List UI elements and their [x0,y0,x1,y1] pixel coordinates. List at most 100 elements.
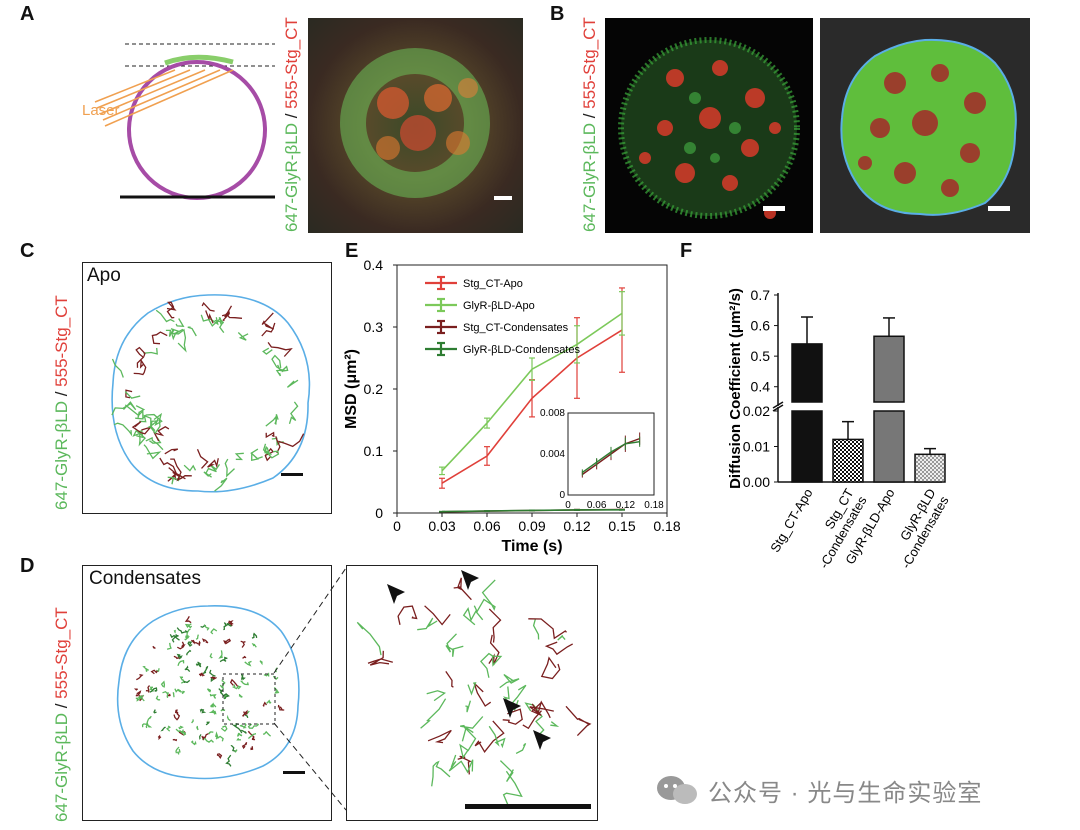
molecule-track [426,690,447,702]
x-axis-label: Time (s) [501,538,562,555]
y-tick-label: 0.00 [743,474,770,490]
molecule-track [173,655,180,660]
molecule-track [209,693,217,699]
molecule-track [473,579,496,613]
molecule-track [207,317,225,327]
watermark-icon [655,772,699,813]
panel-label-e: E [345,240,359,262]
molecule-track [174,688,183,693]
molecule-track [473,682,492,707]
molecule-track [236,732,243,737]
molecule-track [219,656,228,663]
panel-d-zoom [346,565,598,821]
y-axis-label: MSD (μm²) [343,349,360,429]
molecule-track [175,318,185,328]
molecule-track [191,719,194,724]
x-tick-label: 0.18 [653,518,680,534]
inset-y-tick-label: 0.008 [540,408,565,419]
inset-x-tick-label: 0.06 [587,500,607,511]
molecule-track [499,673,520,689]
molecule-track [457,755,472,775]
molecule-track [159,457,178,475]
molecule-track [247,730,256,741]
molecule-track [145,685,151,693]
molecule-track [124,404,144,420]
molecule-track [204,463,221,475]
molecule-track [149,686,155,692]
molecule-track [262,701,268,707]
molecule-track [160,680,166,688]
molecule-track [367,658,393,665]
molecule-track [177,659,185,667]
molecule-track [196,448,209,469]
molecule-track [424,605,451,626]
molecule-track [417,617,438,631]
molecule-track [176,627,188,634]
panel-c-frame: Apo [82,262,332,514]
molecule-track [427,729,452,744]
panel-d-tracks [116,605,305,780]
molecule-track [515,742,527,754]
molecule-track [271,354,282,368]
molecule-track [166,693,171,698]
panel-label-c: C [20,240,35,262]
x-tick-label: GlyR-βLD-Condensates [885,486,952,572]
molecule-track [187,326,197,337]
molecule-track [220,708,226,712]
molecule-track [145,722,153,729]
molecule-track [227,620,234,626]
molecule-track [247,733,257,739]
inset-y-tick-label: 0.004 [540,449,565,460]
molecule-track [201,733,209,741]
molecule-track [224,458,235,478]
inset-x-tick-label: 0.18 [644,500,664,511]
molecule-track [251,632,258,639]
molecule-track [288,401,299,424]
molecule-track [445,671,454,688]
x-tick-label: Stg_CT-Apo [767,486,815,555]
molecule-track [153,709,157,714]
axis-break-mark [772,401,784,409]
molecule-track [240,680,249,686]
molecule-track [459,725,477,759]
panel-d-zoom-tracks [356,570,592,809]
molecule-track [265,431,275,439]
molecule-track [544,641,574,656]
molecule-track [273,687,280,694]
molecule-track [190,740,197,746]
molecule-track [250,448,263,461]
molecule-track [166,725,171,732]
molecule-track [467,682,477,696]
molecule-track [135,690,142,697]
molecule-track [169,634,180,641]
molecule-track [266,699,272,704]
molecule-track [175,746,180,754]
arrowhead-icons [387,570,551,750]
axis-break-mark [772,404,784,412]
molecule-track [133,688,138,691]
molecule-track [222,305,233,322]
molecule-track [196,725,199,731]
molecule-track [465,700,472,713]
molecule-track [540,656,561,680]
molecule-track [242,655,247,659]
molecule-track [157,734,162,741]
molecule-track [138,695,145,702]
molecule-track [190,639,199,645]
x-tick-label: 0.09 [518,518,545,534]
molecule-track [242,709,248,717]
molecule-track [275,436,281,454]
molecule-track [172,471,186,480]
x-tick-label: 0.06 [473,518,500,534]
bar-break [790,403,824,410]
molecule-track [201,638,209,644]
molecule-track [214,477,228,492]
molecule-track [502,708,523,725]
molecule-track [176,748,181,755]
molecule-track [183,464,197,472]
molecule-track [369,650,390,666]
molecule-track [203,471,212,478]
molecule-track [176,653,184,660]
molecule-track [219,679,226,690]
